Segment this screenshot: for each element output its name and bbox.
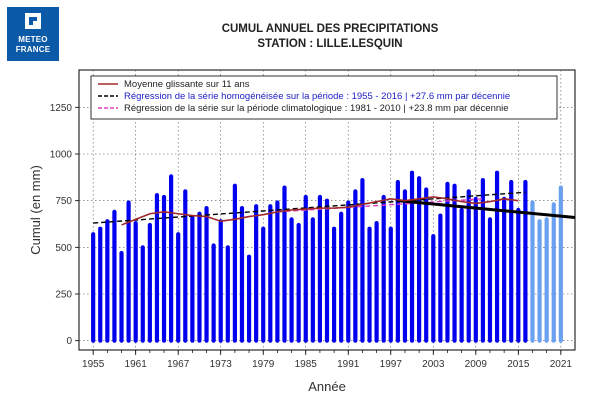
x-tick-label: 2003 xyxy=(422,359,445,370)
trend-line-climatological xyxy=(277,198,483,213)
y-tick-label: 250 xyxy=(55,290,72,301)
legend-label: Régression de la série sur la période cl… xyxy=(124,103,509,114)
y-tick-label: 1250 xyxy=(50,103,73,114)
chart-subtitle: STATION : LILLE.LESQUIN xyxy=(257,38,403,50)
moving-average-line xyxy=(121,196,519,226)
x-tick-label: 2015 xyxy=(507,359,530,370)
legend-label: Moyenne glissante sur 11 ans xyxy=(124,79,250,90)
meteo-france-logo: METEO FRANCE xyxy=(7,7,59,61)
x-tick-label: 1961 xyxy=(125,359,148,370)
lines-group xyxy=(93,191,576,226)
trend-line-recent xyxy=(397,199,576,219)
chart-title: CUMUL ANNUEL DES PRECIPITATIONS xyxy=(221,23,439,35)
y-tick-label: 1000 xyxy=(50,150,73,161)
legend-label: Régression de la série homogénéisée sur … xyxy=(124,91,510,102)
x-tick-label: 1985 xyxy=(295,359,318,370)
trend-line-homogeneous xyxy=(93,191,526,224)
chart-titles: CUMUL ANNUEL DES PRECIPITATIONS STATION … xyxy=(130,22,530,52)
x-tick-label: 1973 xyxy=(210,359,233,370)
y-tick-label: 750 xyxy=(55,196,72,207)
logo-line-1: METEO xyxy=(18,35,48,44)
x-tick-label: 2021 xyxy=(550,359,573,370)
x-tick-label: 1967 xyxy=(167,359,190,370)
x-tick-label: 2009 xyxy=(465,359,488,370)
x-tick-label: 1997 xyxy=(380,359,403,370)
axes-group: 0 250 500 750 1000 1250 1955 1961 1967 1973 1979 19… xyxy=(50,103,573,370)
y-tick-label: 0 xyxy=(66,336,72,347)
meteo-france-emblem-icon xyxy=(25,13,41,29)
legend-box xyxy=(90,75,558,120)
y-tick-label: 500 xyxy=(55,243,72,254)
logo-line-2: FRANCE xyxy=(15,45,51,54)
x-tick-label: 1955 xyxy=(82,359,105,370)
x-tick-label: 1979 xyxy=(252,359,275,370)
y-axis-label: Cumul (en mm) xyxy=(28,165,43,255)
x-tick-label: 1991 xyxy=(337,359,360,370)
x-axis-label: Année xyxy=(308,379,346,394)
